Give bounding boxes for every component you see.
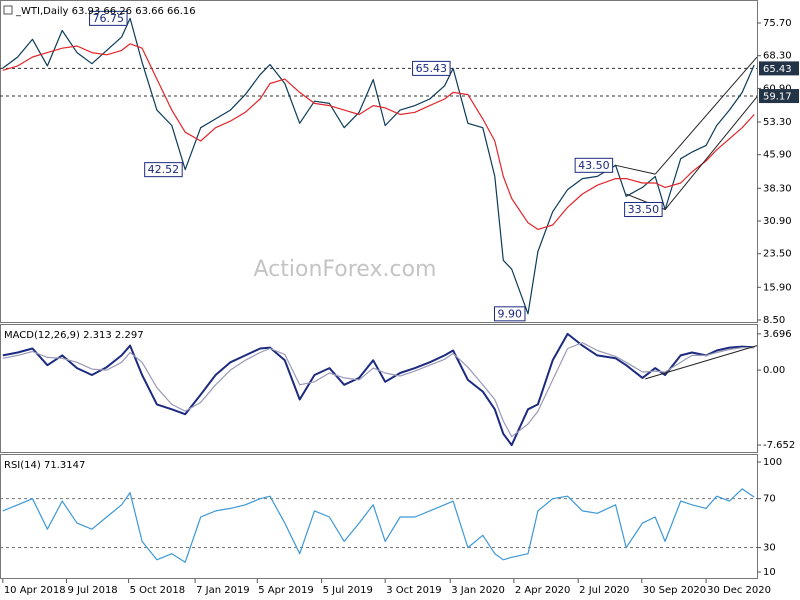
- annotation-label: 33.50: [628, 203, 660, 216]
- trendline: [654, 56, 758, 175]
- annotation-box: [493, 306, 526, 322]
- x-tick-label: 5 Jul 2019: [323, 585, 373, 596]
- x-tick-label: 3 Jan 2020: [451, 585, 505, 596]
- watermark: ActionForex.com: [254, 257, 437, 282]
- annotation-box: [624, 202, 663, 218]
- trendline: [664, 96, 758, 210]
- trendline: [615, 164, 656, 175]
- y-tick-label: -7.652: [763, 440, 795, 451]
- y-tick-label: 60.90: [763, 83, 792, 94]
- y-tick-label: 10: [763, 567, 776, 578]
- annotation-label: 9.90: [497, 307, 521, 320]
- series-line: [2, 332, 755, 447]
- level-box: [759, 89, 799, 104]
- annotation-box: [89, 10, 128, 26]
- annotation-box: [574, 157, 614, 173]
- x-tick-label: 2 Jul 2020: [579, 585, 629, 596]
- panel-frame: [0, 0, 758, 323]
- x-tick-label: 9 Jul 2018: [67, 585, 117, 596]
- panel-title: MACD(12,26,9) 2.313 2.297: [4, 330, 144, 341]
- y-tick-label: 68.30: [763, 51, 792, 62]
- x-tick-label: 30 Dec 2020: [707, 585, 771, 596]
- series-line: [2, 342, 755, 438]
- y-tick-label: 70: [763, 494, 776, 505]
- series-line: [2, 17, 755, 315]
- panel-title: _WTI,Daily 63.93 66.26 63.66 66.16: [15, 6, 196, 17]
- panel-title: RSI(14) 71.3147: [4, 460, 85, 471]
- level-label: 65.43: [763, 64, 792, 75]
- level-label: 59.17: [763, 92, 792, 103]
- series-line: [2, 488, 755, 563]
- level-box: [759, 61, 799, 76]
- trendline: [645, 345, 758, 380]
- y-tick-label: 30: [763, 543, 776, 554]
- x-tick-label: 5 Oct 2018: [130, 585, 185, 596]
- panel-frame: [0, 454, 758, 579]
- y-tick-label: 23.50: [763, 249, 792, 260]
- x-tick-label: 3 Oct 2019: [386, 585, 441, 596]
- y-tick-label: 30.90: [763, 216, 792, 227]
- annotation-label: 42.52: [148, 163, 180, 176]
- y-tick-label: 8.50: [763, 315, 785, 326]
- x-tick-label: 5 Apr 2019: [258, 585, 313, 596]
- series-line: [2, 43, 755, 230]
- annotation-label: 43.50: [578, 159, 610, 172]
- y-tick-label: 75.70: [763, 18, 792, 29]
- y-tick-label: 38.30: [763, 183, 792, 194]
- x-tick-label: 10 Apr 2018: [4, 585, 66, 596]
- annotation-label: 76.75: [93, 12, 125, 25]
- annotation-box: [144, 162, 183, 178]
- annotation-box: [412, 60, 451, 76]
- y-tick-label: 3.696: [763, 329, 792, 340]
- y-tick-label: 15.90: [763, 282, 792, 293]
- x-tick-label: 7 Jan 2019: [196, 585, 250, 596]
- x-tick-label: 30 Sep 2020: [643, 585, 706, 596]
- annotation-label: 65.43: [416, 62, 448, 75]
- y-tick-label: 0.00: [763, 365, 785, 376]
- y-tick-label: 45.90: [763, 150, 792, 161]
- x-tick-label: 2 Apr 2020: [515, 585, 570, 596]
- y-tick-label: 53.30: [763, 117, 792, 128]
- panel-frame: [0, 324, 758, 453]
- y-tick-label: 100: [763, 457, 782, 468]
- title-icon: [3, 5, 13, 15]
